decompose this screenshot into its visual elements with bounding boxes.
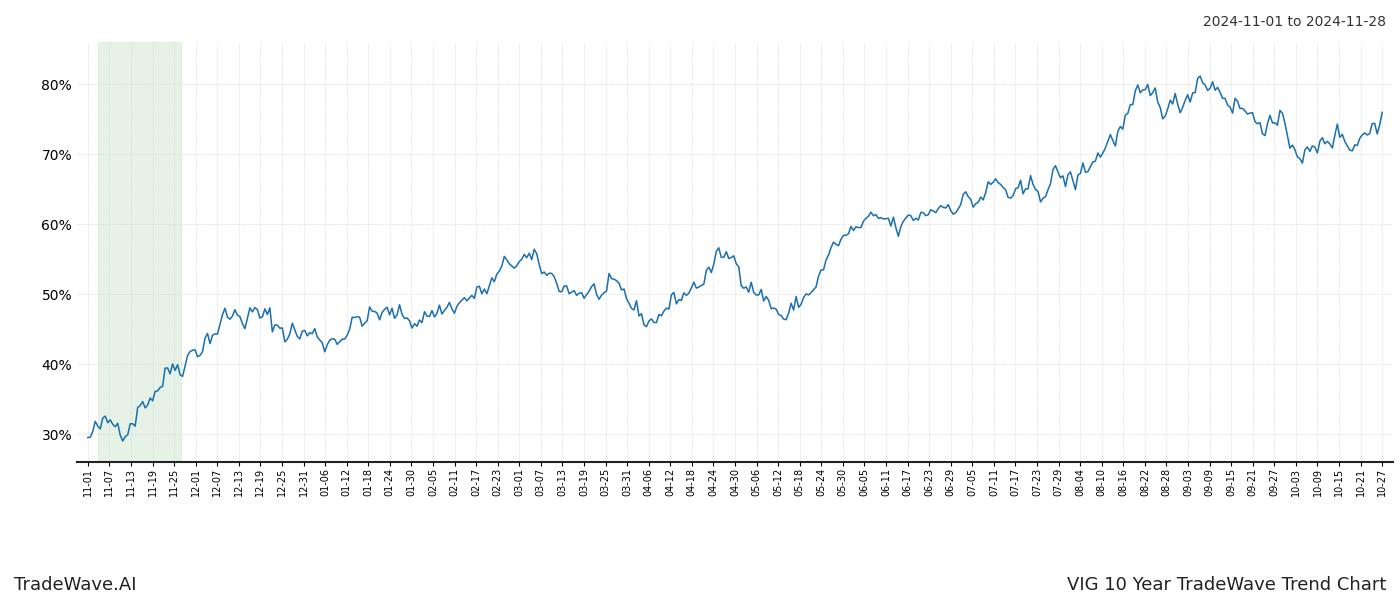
Text: VIG 10 Year TradeWave Trend Chart: VIG 10 Year TradeWave Trend Chart [1067,576,1386,594]
Bar [98,42,181,462]
Text: 2024-11-01 to 2024-11-28: 2024-11-01 to 2024-11-28 [1203,15,1386,29]
Text: TradeWave.AI: TradeWave.AI [14,576,137,594]
